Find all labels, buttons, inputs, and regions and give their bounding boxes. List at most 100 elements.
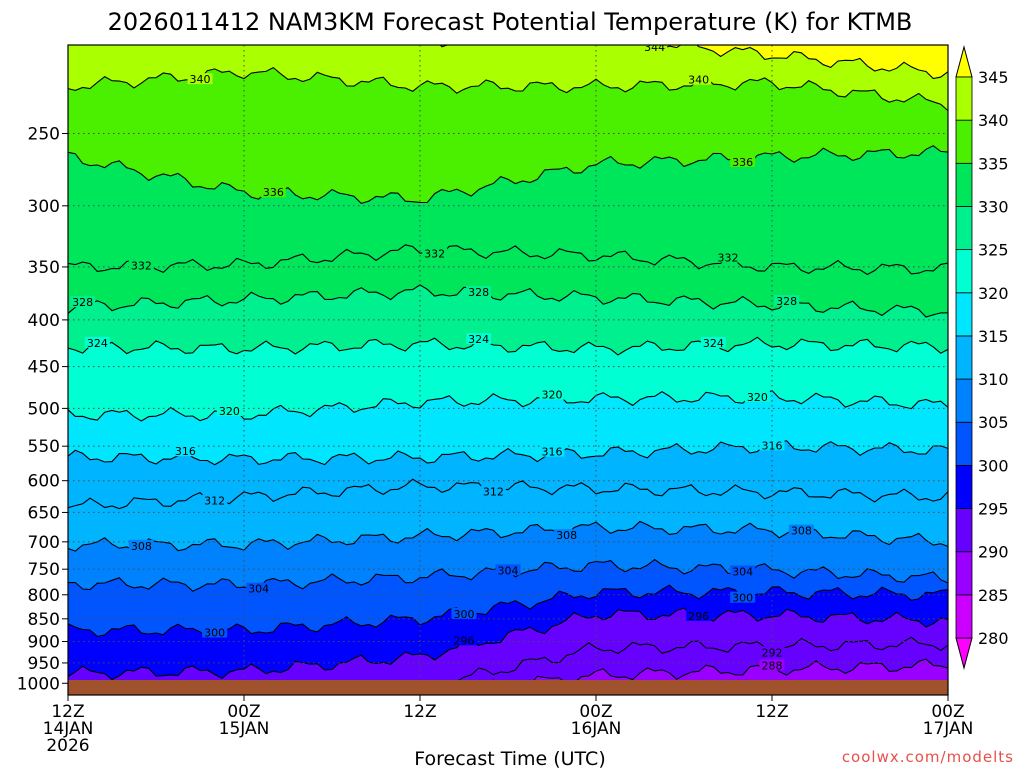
y-tick-label: 500 — [28, 399, 60, 419]
plot-area: 344 340 340 336 336 332 332 332 328 328 328 324 324 3… — [68, 41, 948, 695]
colorbar-tick-label: 315 — [978, 327, 1009, 346]
isentrope-label: 336 — [732, 156, 753, 169]
colorbar-segment — [955, 76, 973, 121]
pressure-axis: 2503003504004505005506006507007508008509… — [17, 124, 68, 694]
colorbar-tick-label: 335 — [978, 154, 1009, 173]
isentrope-340 — [68, 66, 948, 112]
x-tick-label: 12Z — [403, 702, 436, 722]
isentrope-label: 316 — [762, 439, 783, 452]
isentrope-labels: 344 340 340 336 336 332 332 332 328 328 328 324 324 3… — [70, 41, 814, 672]
isentrope-label: 324 — [87, 337, 108, 350]
y-tick-label: 1000 — [17, 674, 60, 694]
y-tick-label: 600 — [28, 472, 60, 492]
x-tick-label: 14JAN — [43, 719, 94, 739]
isentrope-label-bg — [686, 73, 712, 85]
isentrope-label-bg — [539, 445, 565, 457]
x-tick-label: 00Z — [579, 702, 612, 722]
isentrope-label: 292 — [762, 646, 783, 659]
isentrope-label-bg — [128, 539, 154, 551]
isentrope-label: 328 — [776, 295, 797, 308]
isentrope-label: 324 — [468, 333, 489, 346]
isentrope-label-bg — [466, 286, 492, 298]
colorbar-segment — [955, 119, 973, 164]
y-tick-label: 250 — [28, 124, 60, 144]
isentrope-label: 300 — [732, 592, 753, 605]
gridlines — [68, 45, 948, 695]
x-tick-label: 17JAN — [923, 719, 974, 739]
isentrope-label: 300 — [454, 608, 475, 621]
y-tick-label: 350 — [28, 258, 60, 278]
isentrope-label-bg — [730, 591, 756, 603]
theta-color-bands — [68, 45, 948, 695]
x-tick-label: 2026 — [46, 736, 89, 756]
isentrope-label-bg — [554, 529, 580, 541]
isentrope-label: 304 — [498, 564, 519, 577]
plot-frame — [67, 44, 949, 696]
colorbar-tick-label: 300 — [978, 456, 1009, 475]
isentrope-label-bg — [202, 494, 228, 506]
isentrope-320 — [68, 389, 948, 422]
isentrope-label: 308 — [131, 540, 152, 553]
isentrope-328 — [68, 284, 948, 318]
colorbar-tick-label: 340 — [978, 111, 1009, 130]
colorbar-segment — [955, 508, 973, 553]
y-tick-label: 300 — [28, 197, 60, 217]
isentrope-label-bg — [715, 251, 741, 263]
colorbar-segment — [955, 335, 973, 380]
colorbar-tick-label: 280 — [978, 629, 1009, 648]
isentrope-label: 308 — [556, 529, 577, 542]
isentrope-label: 296 — [454, 634, 475, 647]
isentrope-label: 340 — [688, 74, 709, 87]
y-tick-label: 750 — [28, 560, 60, 580]
isentrope-label-bg — [70, 296, 96, 308]
isentrope-label: 336 — [263, 186, 284, 199]
y-tick-label: 450 — [28, 358, 60, 378]
isentrope-label: 300 — [204, 626, 225, 639]
x-tick-label: 12Z — [51, 702, 84, 722]
isentrope-label-bg — [788, 524, 814, 536]
y-tick-label: 550 — [28, 437, 60, 457]
isentrope-contours — [68, 45, 948, 695]
isentrope-label: 332 — [718, 252, 739, 265]
isentrope-label: 344 — [644, 41, 665, 54]
colorbar-segment — [955, 464, 973, 509]
isentrope-label-bg — [700, 336, 726, 348]
isentrope-label: 320 — [747, 391, 768, 404]
isentrope-label-bg — [260, 186, 286, 198]
isentrope-label-bg — [730, 565, 756, 577]
colorbar-tick-label: 305 — [978, 413, 1009, 432]
isentrope-label-bg — [128, 259, 154, 271]
colorbar-segment — [955, 551, 973, 596]
isentrope-336 — [68, 145, 948, 205]
colorbar-max-arrow — [955, 45, 973, 78]
isentrope-label-bg — [774, 294, 800, 306]
isentrope-label-bg — [451, 607, 477, 619]
isentrope-label: 332 — [131, 260, 152, 273]
colorbar-segment — [955, 594, 973, 639]
isentrope-label-bg — [84, 336, 110, 348]
colorbar-tick-label: 330 — [978, 197, 1009, 216]
y-tick-label: 850 — [28, 610, 60, 630]
x-tick-label: 16JAN — [571, 719, 622, 739]
isentrope-label: 328 — [72, 296, 93, 309]
isentrope-label: 304 — [248, 583, 269, 596]
isentrope-316 — [68, 440, 948, 466]
colorbar-segment — [955, 378, 973, 423]
isentrope-label-bg — [216, 404, 242, 416]
isentrope-label-bg — [202, 626, 228, 638]
isentrope-label: 312 — [204, 495, 225, 508]
colorbar-segment — [955, 162, 973, 207]
isentrope-label-bg — [539, 388, 565, 400]
y-tick-label: 950 — [28, 654, 60, 674]
isentrope-label-bg — [172, 445, 198, 457]
x-tick-label: 12Z — [755, 702, 788, 722]
isentrope-label: 320 — [219, 405, 240, 418]
isentrope-label-bg — [759, 439, 785, 451]
isentrope-label: 328 — [468, 286, 489, 299]
colorbar-tick-label: 345 — [978, 68, 1009, 87]
colorbar-tick-label: 295 — [978, 500, 1009, 519]
y-tick-label: 900 — [28, 632, 60, 652]
isentrope-label-bg — [686, 610, 712, 622]
